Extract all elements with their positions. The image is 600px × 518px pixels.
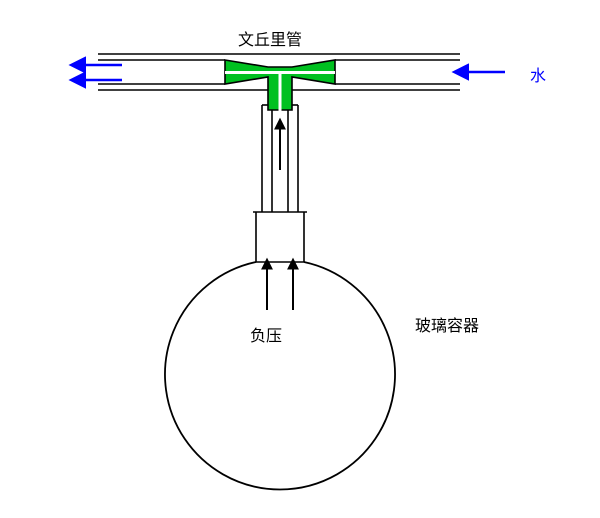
flask-bulb xyxy=(165,262,395,489)
diagram-svg xyxy=(0,0,600,518)
label-venturi: 文丘里管 xyxy=(238,26,302,50)
label-negative-pressure: 负压 xyxy=(250,322,282,346)
label-water: 水 xyxy=(530,62,546,86)
venturi-vertical-slit xyxy=(279,72,282,112)
label-glass-container: 玻璃容器 xyxy=(415,312,479,336)
flask-neck xyxy=(253,212,307,262)
